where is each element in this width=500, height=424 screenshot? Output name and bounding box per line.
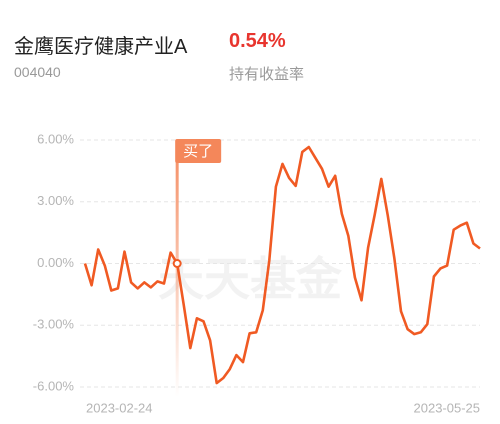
watermark: 天天基金 <box>158 253 343 305</box>
holding-return: 0.54% <box>229 30 286 52</box>
fund-name[interactable]: 金鹰医疗健康产业A <box>14 36 188 58</box>
y-tick-label: 3.00% <box>37 193 74 208</box>
annotation-box <box>175 139 222 163</box>
y-tick-label: -3.00% <box>33 317 75 332</box>
y-tick-label: 0.00% <box>37 255 74 270</box>
line-series <box>83 145 481 385</box>
x-tick-label: 2023-02-24 <box>86 400 153 415</box>
annotation-stem <box>175 160 179 398</box>
holding-return-label: 持有收益率 <box>229 66 305 83</box>
annotation-label: 买了 <box>183 143 213 160</box>
annotation-point <box>172 259 182 268</box>
fund-code: 004040 <box>14 64 61 80</box>
x-tick-label: 2023-05-25 <box>414 400 481 415</box>
y-tick-label: 6.00% <box>37 131 74 146</box>
y-tick-label: -6.00% <box>33 378 75 393</box>
